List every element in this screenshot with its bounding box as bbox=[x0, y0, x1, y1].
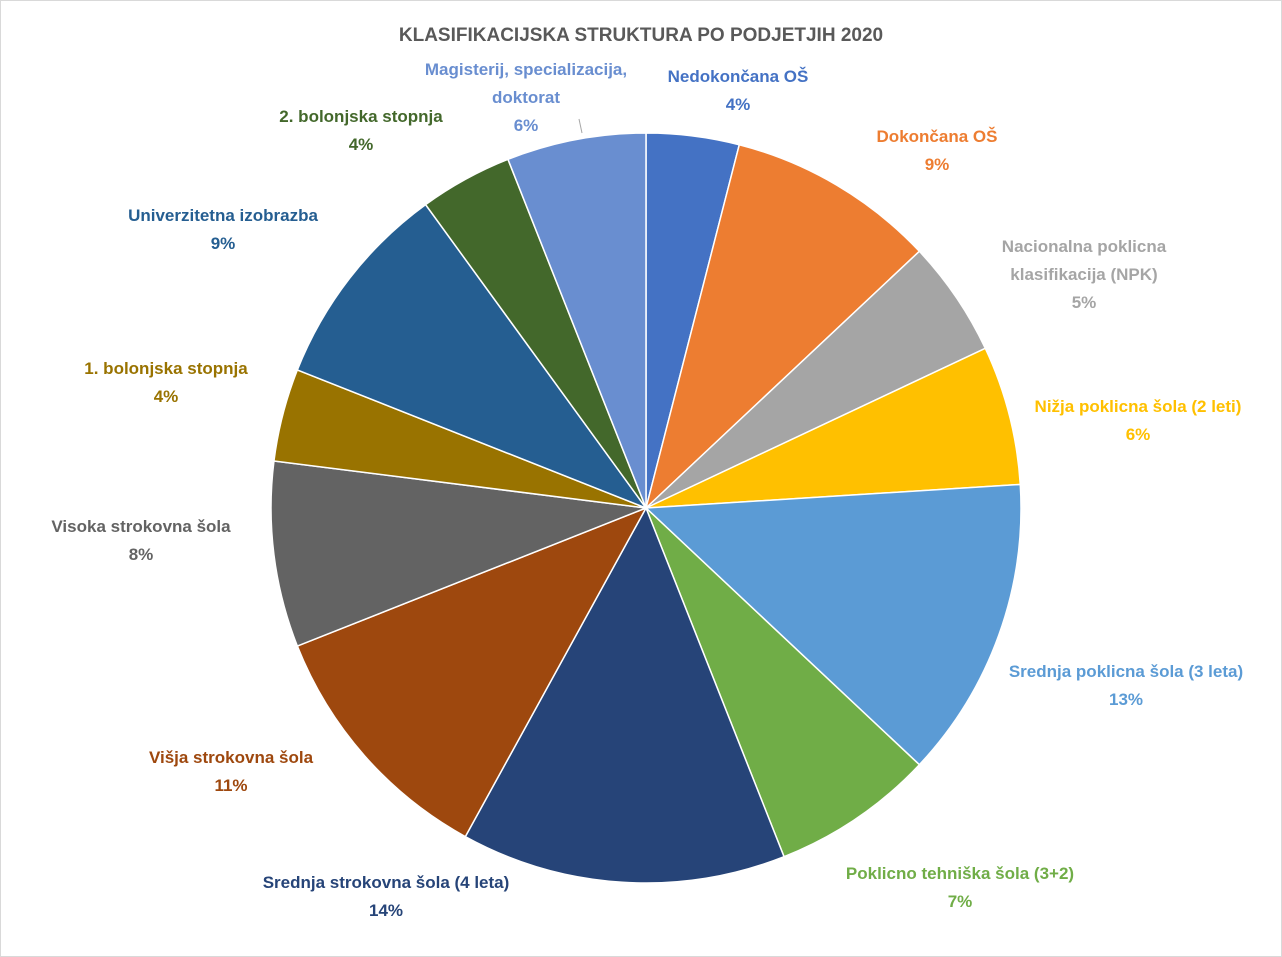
category-label: Nedokončana OŠ bbox=[667, 67, 809, 86]
data-label: Visoka strokovna šola 8% bbox=[21, 513, 261, 569]
pie-slice bbox=[464, 506, 786, 884]
value-label: 7% bbox=[947, 892, 973, 911]
category-label: Dokončana OŠ bbox=[876, 127, 998, 146]
value-label: 9% bbox=[924, 155, 950, 174]
pie-slice bbox=[645, 347, 1022, 509]
category-label: Nižja poklicna šola (2 leti) bbox=[1034, 397, 1242, 416]
pie-slice bbox=[506, 132, 647, 509]
category-label: Univerzitetna izobrazba bbox=[128, 206, 318, 225]
value-label: 5% bbox=[1071, 293, 1097, 312]
value-label: 14% bbox=[368, 901, 404, 920]
pie-slice bbox=[644, 483, 1022, 766]
category-label: Magisterij, specializacija, doktorat bbox=[424, 60, 628, 107]
value-label: 8% bbox=[128, 545, 154, 564]
value-label: 6% bbox=[513, 116, 539, 135]
data-label: 1. bolonjska stopnja 4% bbox=[46, 355, 286, 411]
pie-slice bbox=[644, 143, 921, 511]
category-label: Nacionalna poklicna klasifikacija (NPK) bbox=[1001, 237, 1167, 284]
data-label: Srednja poklicna šola (3 leta) 13% bbox=[1001, 658, 1251, 714]
category-label: 1. bolonjska stopnja bbox=[84, 359, 248, 378]
value-label: 13% bbox=[1108, 690, 1144, 709]
leader-line bbox=[578, 118, 583, 134]
category-label: Visoka strokovna šola bbox=[51, 517, 231, 536]
category-label: 2. bolonjska stopnja bbox=[279, 107, 443, 126]
value-label: 9% bbox=[210, 234, 236, 253]
value-label: 4% bbox=[725, 95, 751, 114]
data-label: Dokončana OŠ 9% bbox=[837, 123, 1037, 179]
data-label: Nacionalna poklicna klasifikacija (NPK) 5… bbox=[974, 233, 1194, 317]
value-label: 4% bbox=[348, 135, 374, 154]
category-label: Poklicno tehniška šola (3+2) bbox=[845, 864, 1075, 883]
value-label: 6% bbox=[1125, 425, 1151, 444]
value-label: 4% bbox=[153, 387, 179, 406]
category-label: Srednja strokovna šola (4 leta) bbox=[262, 873, 510, 892]
data-label: Nižja poklicna šola (2 leti) 6% bbox=[1023, 393, 1253, 449]
data-label: Poklicno tehniška šola (3+2) 7% bbox=[840, 860, 1080, 916]
data-label: Srednja strokovna šola (4 leta) 14% bbox=[256, 869, 516, 925]
chart-title: KLASIFIKACIJSKA STRUKTURA PO PODJETJIH 2… bbox=[398, 25, 884, 46]
pie-slice bbox=[270, 460, 647, 648]
pie-slice bbox=[296, 506, 648, 838]
data-label: Višja strokovna šola 11% bbox=[111, 744, 351, 800]
category-label: Srednja poklicna šola (3 leta) bbox=[1008, 662, 1244, 681]
data-label: Univerzitetna izobrazba 9% bbox=[93, 202, 353, 258]
data-label: 2. bolonjska stopnja 4% bbox=[241, 103, 481, 159]
data-label: Magisterij, specializacija, doktorat 6% bbox=[391, 56, 661, 140]
pie-slice bbox=[296, 203, 649, 510]
pie-slice bbox=[645, 507, 921, 858]
data-label: Nedokončana OŠ 4% bbox=[638, 63, 838, 119]
category-label: Višja strokovna šola bbox=[148, 748, 314, 767]
value-label: 11% bbox=[214, 776, 248, 795]
